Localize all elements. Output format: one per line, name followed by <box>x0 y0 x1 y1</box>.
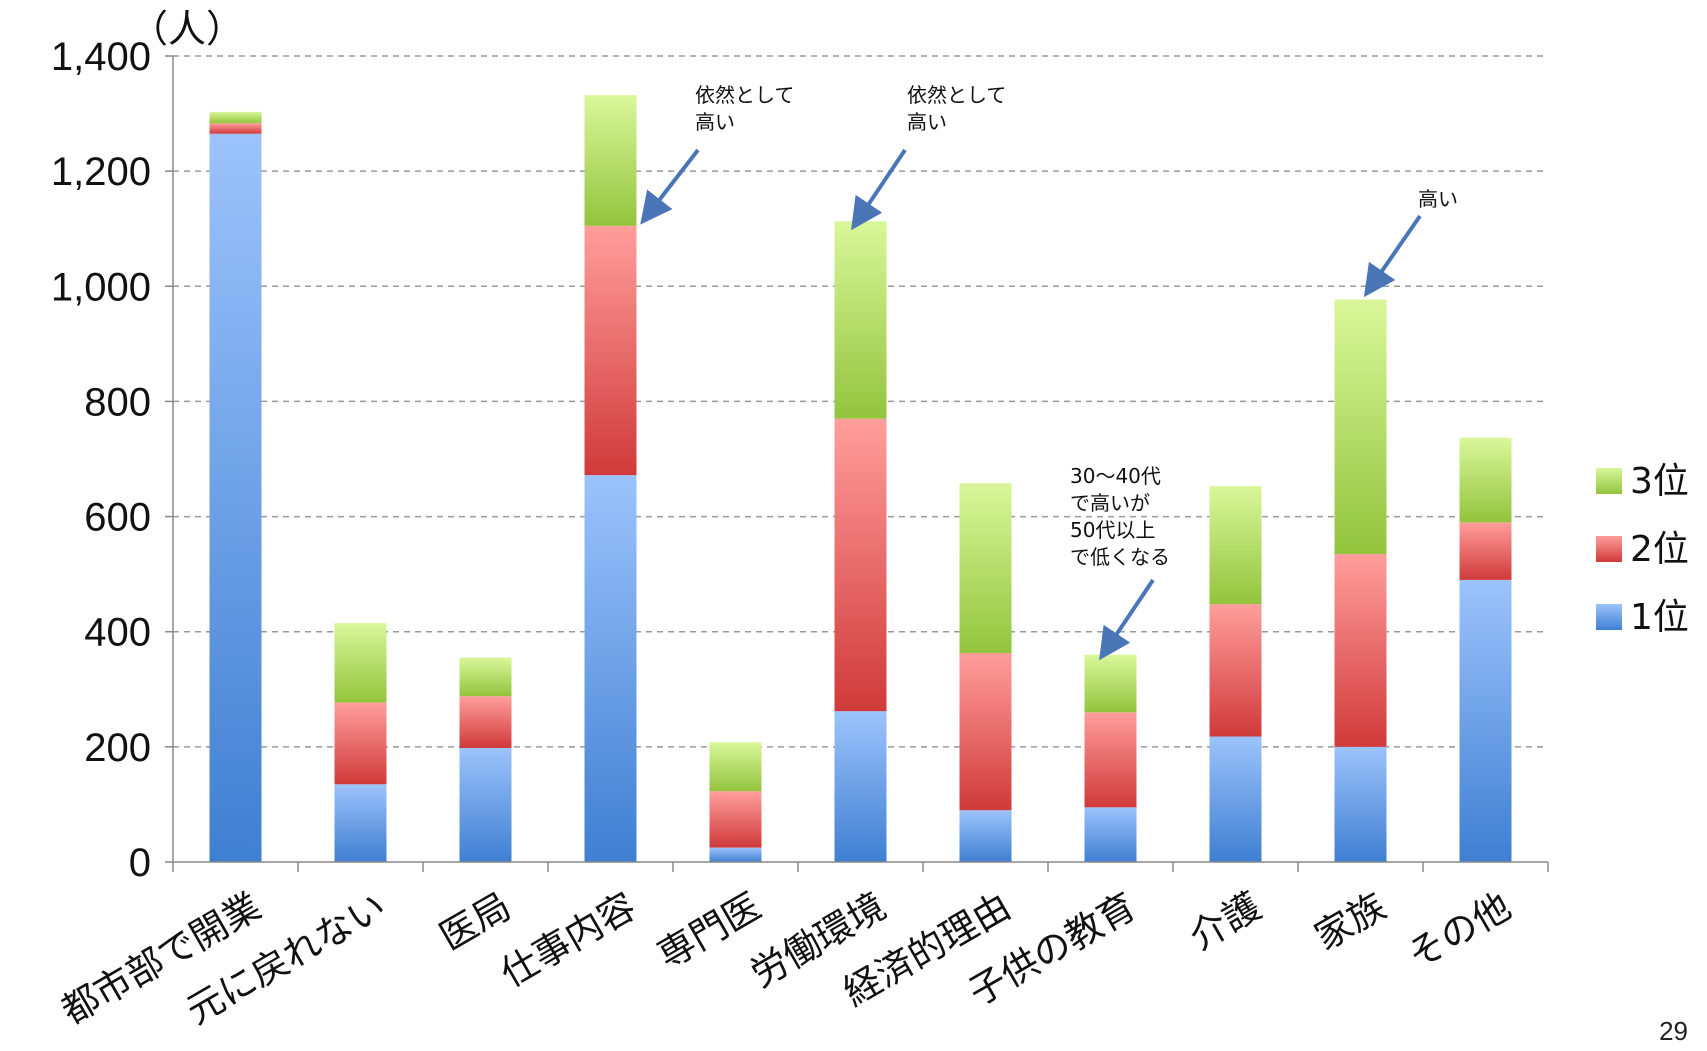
bar-segment-2 <box>209 123 262 134</box>
x-category-label: その他 <box>1400 885 1518 978</box>
annotation-arrow <box>851 148 907 231</box>
bar-segment-1 <box>1334 746 1387 862</box>
legend-swatch <box>1596 468 1622 494</box>
y-tick-label: 800 <box>84 380 151 424</box>
bar-segment-2 <box>584 225 637 476</box>
y-tick-label: 400 <box>84 611 151 655</box>
x-category-label: 家族 <box>1307 885 1393 959</box>
x-category-label: 介護 <box>1182 885 1268 959</box>
bar-segment-1 <box>834 711 887 862</box>
y-tick-label: 0 <box>129 841 151 885</box>
annotation-arrow <box>1099 578 1155 661</box>
x-category-label: 仕事内容 <box>493 885 643 996</box>
bar-segment-3 <box>459 657 512 697</box>
bar-segment-2 <box>1084 712 1137 808</box>
y-tick-label: 200 <box>84 726 151 770</box>
legend-label: 1位 <box>1630 597 1689 638</box>
x-category-label: 医局 <box>432 885 518 959</box>
bar-segment-3 <box>1334 299 1387 554</box>
bar-segment-2 <box>1209 604 1262 737</box>
bar-segment-1 <box>334 784 387 862</box>
bar-segment-3 <box>709 742 762 792</box>
bar-segment-2 <box>834 418 887 712</box>
y-axis-unit-label: （人） <box>130 7 244 51</box>
annotation-text: 高い <box>907 110 947 134</box>
annotation-text: 高い <box>1418 187 1458 211</box>
legend-label: 3位 <box>1630 461 1689 502</box>
bar-segment-1 <box>459 748 512 862</box>
bar-segment-2 <box>334 702 387 785</box>
bar-segment-2 <box>959 653 1012 811</box>
bar-segment-3 <box>209 111 262 124</box>
bar-segment-1 <box>959 810 1012 862</box>
legend-swatch <box>1596 604 1622 630</box>
legend-label: 2位 <box>1630 529 1689 570</box>
y-tick-label: 1,400 <box>51 35 151 79</box>
bar-segment-1 <box>209 133 262 862</box>
bar-segment-2 <box>1334 553 1387 747</box>
bar-segment-1 <box>1209 736 1262 862</box>
annotation-arrow <box>1363 214 1422 298</box>
y-tick-label: 1,200 <box>51 150 151 194</box>
bar-segment-1 <box>1459 579 1512 862</box>
legend-swatch <box>1596 536 1622 562</box>
annotation-arrow <box>640 148 700 225</box>
bar-segment-3 <box>584 95 637 226</box>
bar-segment-1 <box>1084 807 1137 862</box>
annotation-text: で高いが <box>1070 491 1150 515</box>
annotation-text: 依然として <box>907 83 1006 107</box>
annotation-text: 30〜40代 <box>1070 464 1161 488</box>
annotation-text: 50代以上 <box>1070 518 1155 542</box>
annotation-text: で低くなる <box>1070 545 1170 569</box>
annotation-text: 高い <box>695 110 735 134</box>
y-tick-label: 600 <box>84 496 151 540</box>
bar-segment-2 <box>1459 522 1512 580</box>
annotation-text: 依然として <box>695 83 794 107</box>
bar-segment-3 <box>1209 486 1262 605</box>
bar-segment-3 <box>959 483 1012 654</box>
bar-segment-3 <box>334 623 387 703</box>
bar-segment-3 <box>834 221 887 419</box>
bar-segment-3 <box>1084 654 1137 713</box>
bar-segment-1 <box>584 475 637 862</box>
y-tick-label: 1,000 <box>51 265 151 309</box>
bar-segment-2 <box>459 696 512 749</box>
bar-segment-1 <box>709 847 762 862</box>
page-number: 29 <box>1659 1016 1688 1046</box>
bar-segment-2 <box>709 791 762 848</box>
bar-segment-3 <box>1459 437 1512 523</box>
